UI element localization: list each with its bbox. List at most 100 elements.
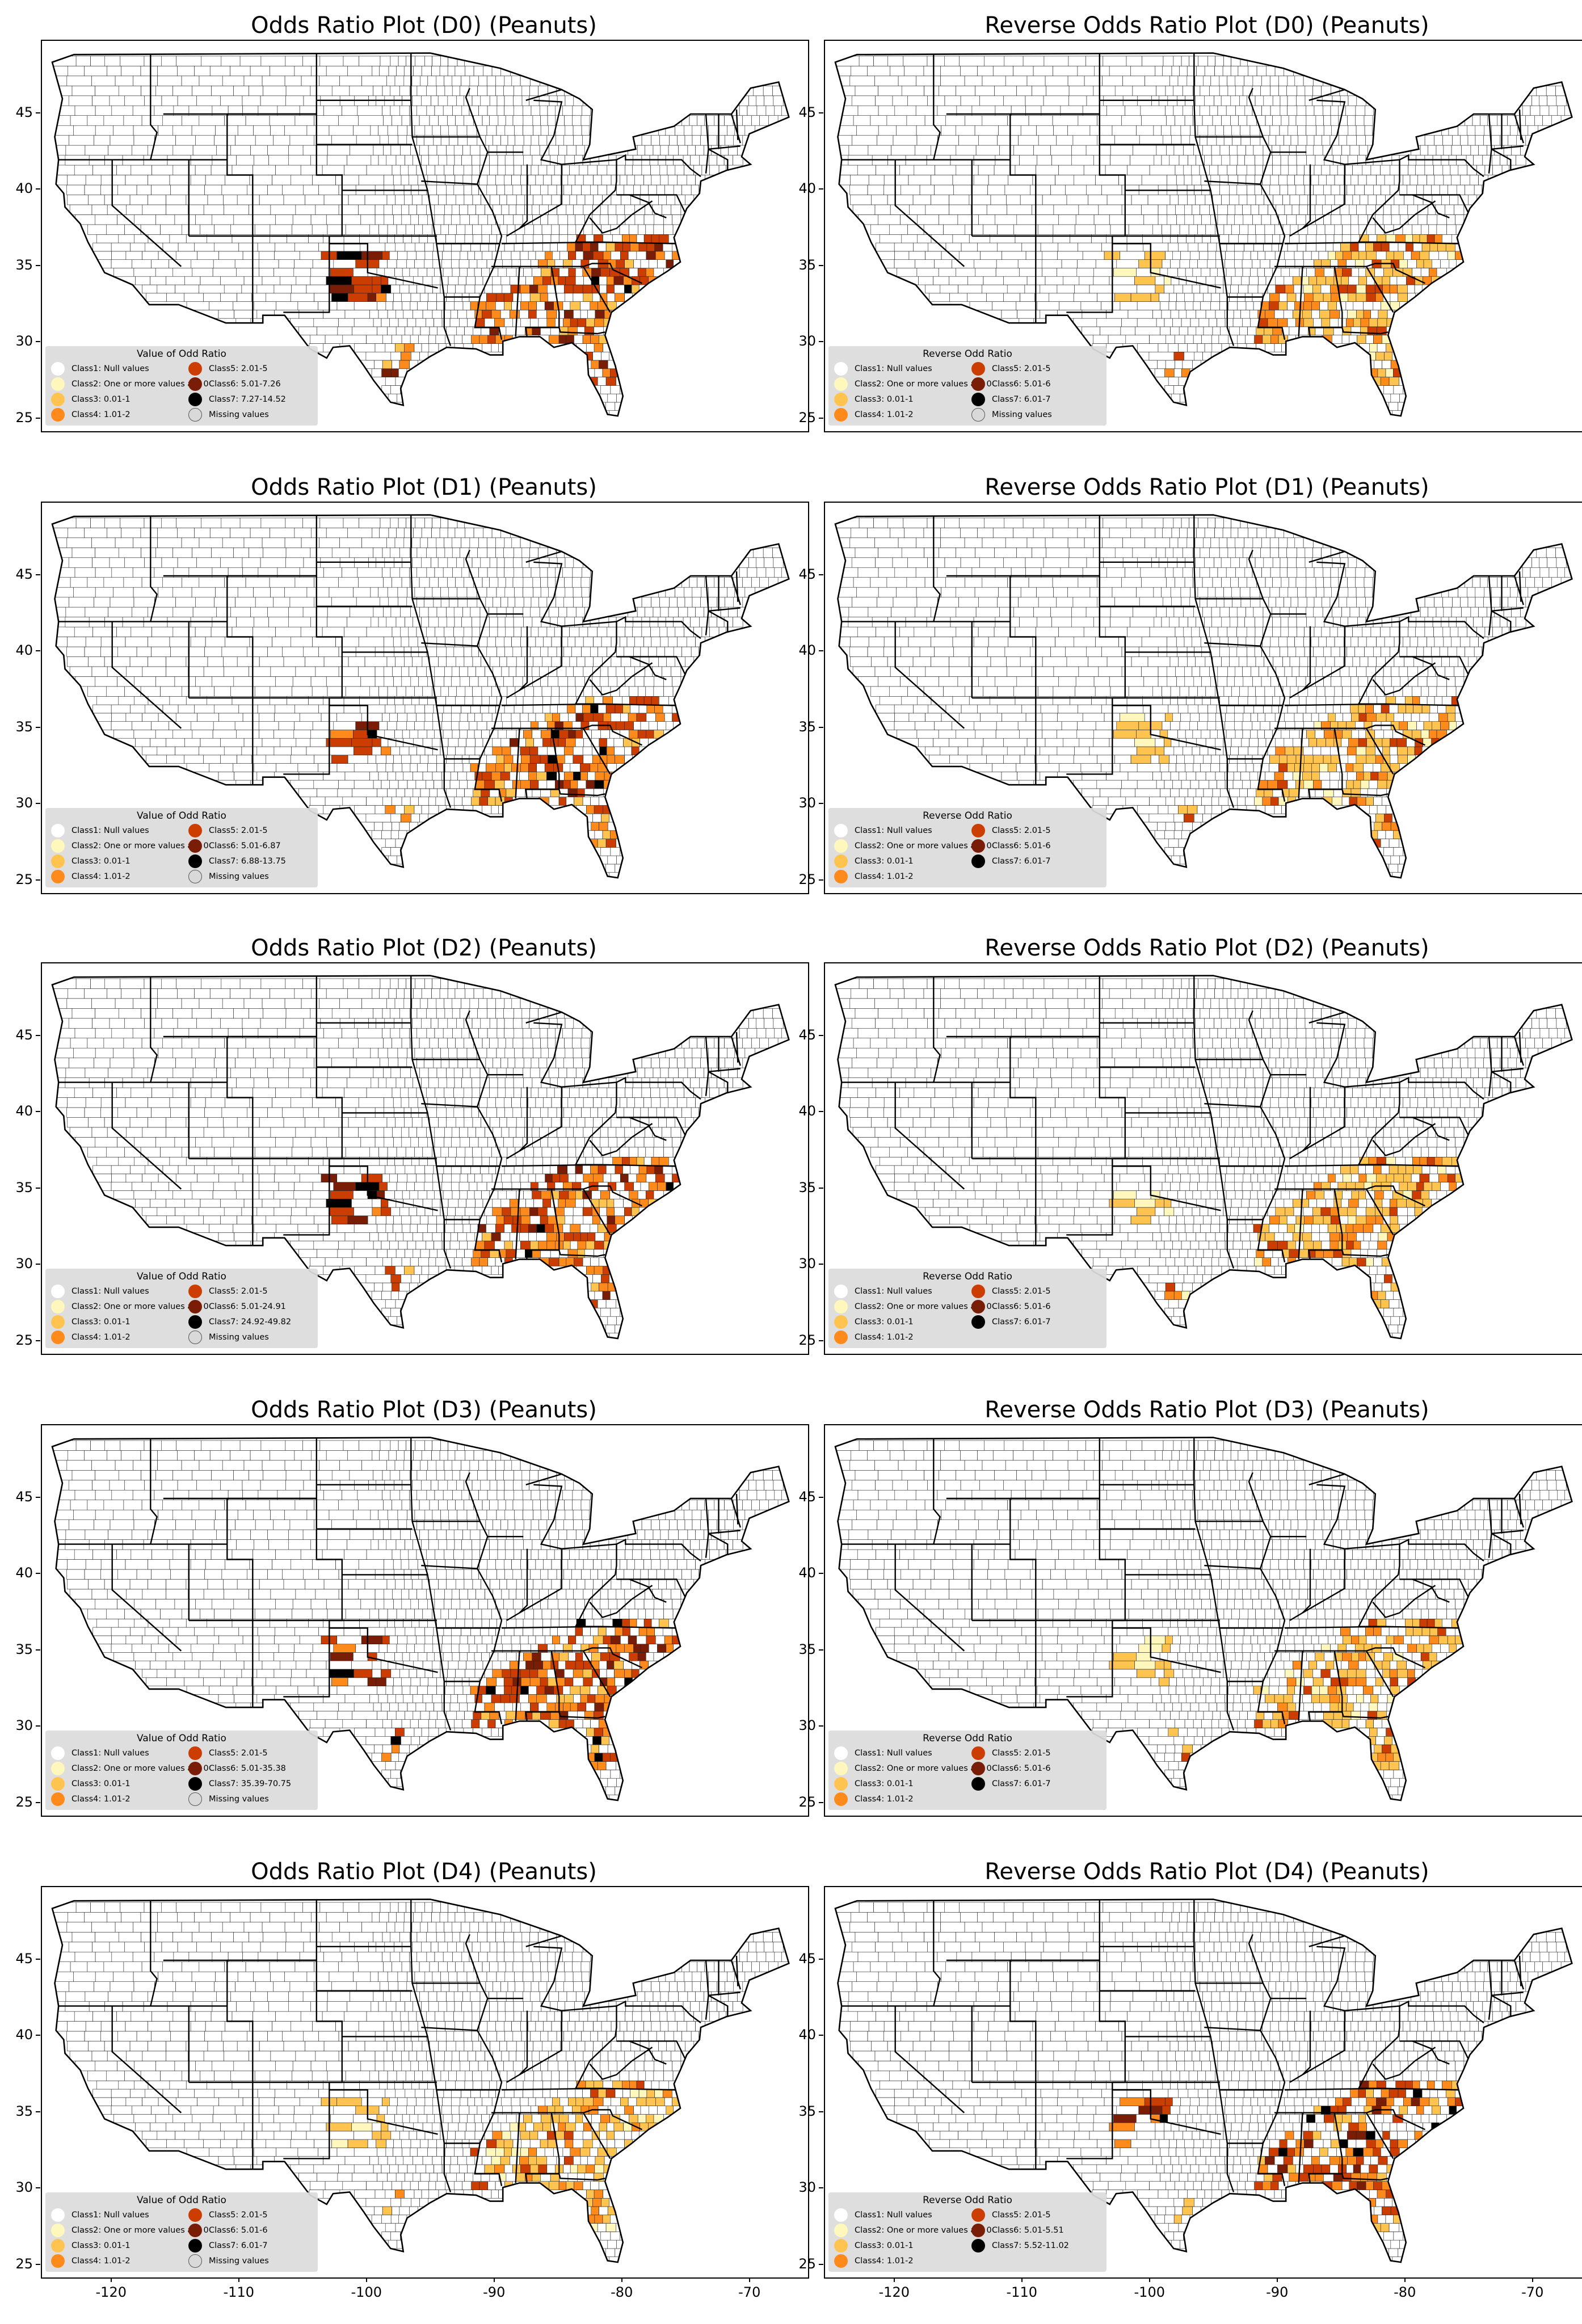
county-cell (361, 75, 387, 86)
county-cell (209, 527, 230, 538)
county-cell (1439, 184, 1448, 195)
county-cell (378, 309, 388, 319)
county-cell (610, 847, 621, 856)
y-tick-mark (819, 188, 823, 190)
county-cell (1184, 175, 1192, 186)
county-cell (1233, 771, 1241, 781)
county-cell (1332, 145, 1342, 155)
county-cell (109, 557, 125, 568)
county-cell (250, 527, 270, 538)
county-cell (413, 771, 423, 781)
county-cell (1261, 214, 1271, 225)
county-cell (1363, 301, 1374, 310)
county-cell (978, 135, 998, 146)
county-cell (262, 75, 285, 86)
county-cell (513, 95, 523, 106)
county-cell (1377, 318, 1387, 327)
county-cell (1291, 204, 1299, 215)
county-cell (558, 335, 567, 344)
county-cell (1434, 135, 1443, 146)
y-tick-mark (36, 650, 40, 652)
county-cell (575, 242, 583, 252)
county-cell (971, 204, 987, 215)
county-cell (564, 309, 574, 319)
county-cell (668, 234, 679, 243)
county-cell (1267, 318, 1278, 327)
legend-swatch (188, 824, 202, 837)
county-cell (739, 567, 748, 578)
county-cell (1196, 788, 1204, 797)
county-cell (564, 115, 573, 126)
county-cell (392, 165, 401, 175)
county-cell (765, 105, 775, 116)
county-cell (967, 276, 984, 285)
county-cell (142, 204, 166, 215)
county-cell (422, 686, 432, 697)
county-cell (530, 780, 539, 789)
county-cell (874, 75, 899, 86)
county-cell (672, 676, 681, 687)
county-cell (279, 738, 297, 747)
county-cell (434, 204, 445, 215)
county-cell (142, 713, 159, 722)
county-cell (413, 65, 422, 77)
county-cell (1043, 95, 1069, 106)
county-cell (347, 755, 368, 764)
county-cell (402, 763, 411, 772)
county-cell (1316, 276, 1326, 285)
county-cell (92, 242, 112, 252)
county-cell (1542, 115, 1552, 126)
county-cell (597, 839, 607, 848)
county-cell (1175, 165, 1184, 175)
county-cell (384, 175, 394, 186)
county-cell (1280, 184, 1288, 195)
county-cell (424, 242, 434, 252)
county-cell (337, 326, 352, 335)
county-cell (238, 242, 258, 252)
state-boundary (111, 159, 182, 267)
county-cell (323, 195, 349, 205)
county-cell (500, 597, 508, 608)
county-cell (414, 125, 426, 136)
legend-title: Reverse Odd Ratio (923, 348, 1012, 360)
county-cell (466, 276, 476, 285)
county-cell (440, 224, 449, 235)
legend-label: Class5: 2.01-5 (209, 826, 268, 835)
county-cell (1287, 318, 1296, 327)
county-cell (1390, 855, 1400, 865)
county-cell (298, 326, 317, 335)
county-cell (499, 195, 507, 205)
county-cell (530, 607, 540, 617)
county-cell (1120, 326, 1135, 335)
chart-title: Odds Ratio Plot (D0) (Peanuts) (251, 12, 597, 39)
county-cell (107, 65, 121, 77)
county-cell (1392, 368, 1404, 377)
county-cell (438, 195, 447, 205)
county-cell (1356, 771, 1364, 781)
county-cell (230, 686, 255, 697)
county-cell (116, 626, 132, 637)
county-cell (1128, 224, 1153, 235)
county-cell (446, 607, 455, 617)
county-cell (262, 537, 285, 548)
county-cell (1227, 75, 1235, 86)
county-cell (505, 115, 514, 126)
county-cell (52, 115, 71, 126)
county-cell (306, 284, 330, 294)
county-cell (1221, 155, 1230, 166)
county-cell (573, 755, 584, 764)
county-cell (87, 577, 104, 588)
county-cell (1088, 195, 1108, 205)
state-boundary (525, 550, 562, 563)
county-cell (916, 125, 941, 136)
county-cell (148, 175, 170, 186)
county-cell (373, 548, 383, 558)
county-cell (664, 713, 672, 722)
county-cell (1468, 195, 1478, 205)
county-cell (275, 626, 301, 637)
county-cell (424, 704, 434, 714)
county-cell (103, 577, 124, 588)
county-cell (708, 125, 719, 136)
county-cell (1264, 268, 1273, 277)
county-cell (533, 587, 541, 597)
